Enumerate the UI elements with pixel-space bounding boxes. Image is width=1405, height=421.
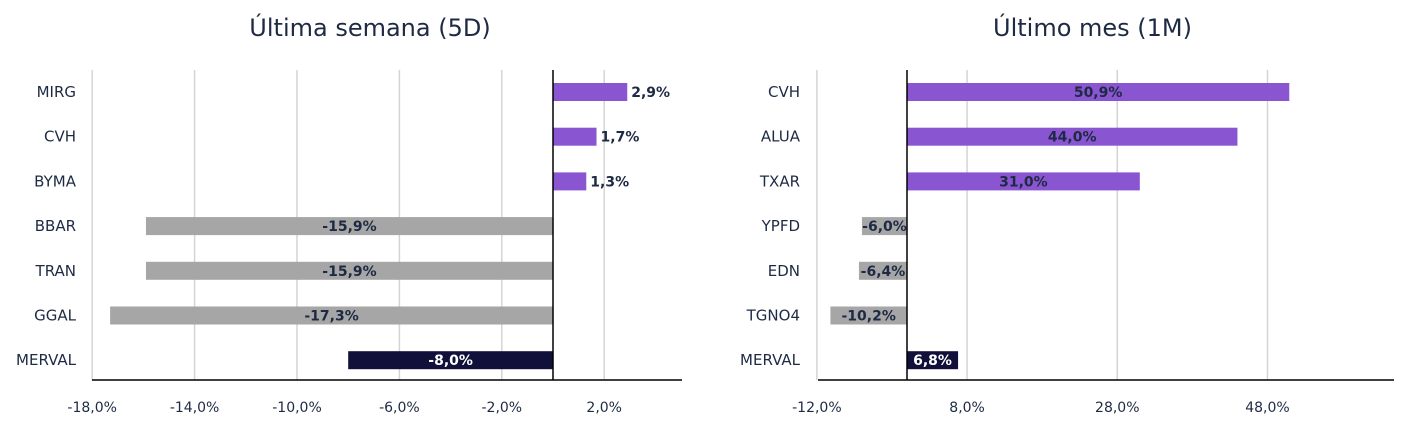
data-label-month-2: 31,0% (999, 174, 1048, 190)
tick-label-month-3: 48,0% (1245, 400, 1289, 416)
tick-label-week-3: -6,0% (379, 400, 420, 416)
data-label-month-6: 6,8% (913, 353, 952, 369)
bar-week-ggal (110, 306, 554, 325)
chart-title-month: Último mes (1M) (993, 14, 1192, 42)
tick-label-week-5: 2,0% (586, 400, 622, 416)
bar-week-merval (348, 351, 553, 370)
bar-week-byma (553, 172, 587, 191)
tick-label-month-2: 28,0% (1095, 400, 1139, 416)
category-label-week-1: CVH (44, 128, 76, 146)
tick-label-week-1: -14,0% (170, 400, 220, 416)
bar-month-merval (907, 351, 959, 370)
data-label-month-1: 44,0% (1048, 130, 1097, 146)
data-label-month-5: -10,2% (842, 309, 896, 325)
category-label-month-2: TXAR (759, 172, 800, 190)
category-label-month-3: YPFD (761, 217, 800, 235)
bar-month-tgno4 (830, 306, 907, 325)
bar-month-alua (907, 127, 1238, 146)
category-label-month-4: EDN (768, 262, 800, 280)
tick-label-month-0: -12,0% (792, 400, 842, 416)
data-label-week-1: 1,7% (601, 130, 640, 146)
bar-week-cvh (553, 127, 597, 146)
chart-panel-month: Último mes (1M) (700, 0, 1405, 421)
tick-label-week-2: -10,0% (272, 400, 322, 416)
bar-month-cvh (907, 83, 1290, 101)
category-label-week-6: MERVAL (16, 351, 77, 369)
data-label-week-5: -17,3% (304, 309, 358, 325)
data-label-week-2: 1,3% (590, 174, 629, 190)
bar-week-mirg (553, 83, 628, 101)
data-label-week-4: -15,9% (322, 264, 376, 280)
category-label-week-0: MIRG (37, 83, 76, 101)
category-label-week-5: GGAL (34, 307, 77, 325)
tick-label-week-4: -2,0% (481, 400, 522, 416)
data-label-month-0: 50,9% (1074, 85, 1123, 101)
data-label-week-0: 2,9% (631, 85, 670, 101)
data-label-week-6: -8,0% (428, 353, 473, 369)
bar-month-txar (907, 172, 1140, 191)
bar-week-bbar (145, 217, 553, 236)
tick-label-month-1: 8,0% (949, 400, 985, 416)
category-label-week-3: BBAR (35, 217, 76, 235)
chart-title-week: Última semana (5D) (249, 14, 491, 42)
bar-month-edn (858, 261, 907, 280)
bar-week-tran (145, 261, 553, 280)
data-label-week-3: -15,9% (322, 219, 376, 235)
category-label-month-0: CVH (768, 83, 800, 101)
bar-month-ypfd (861, 217, 907, 236)
category-label-week-2: BYMA (34, 172, 77, 190)
category-label-month-6: MERVAL (740, 351, 801, 369)
chart-panel-week: Última semana (5D) (0, 0, 700, 421)
tick-label-week-0: -18,0% (67, 400, 117, 416)
category-label-month-5: TGNO4 (746, 307, 800, 325)
category-label-week-4: TRAN (35, 262, 76, 280)
data-label-month-3: -6,0% (862, 219, 907, 235)
data-label-month-4: -6,4% (861, 264, 906, 280)
category-label-month-1: ALUA (761, 128, 801, 146)
